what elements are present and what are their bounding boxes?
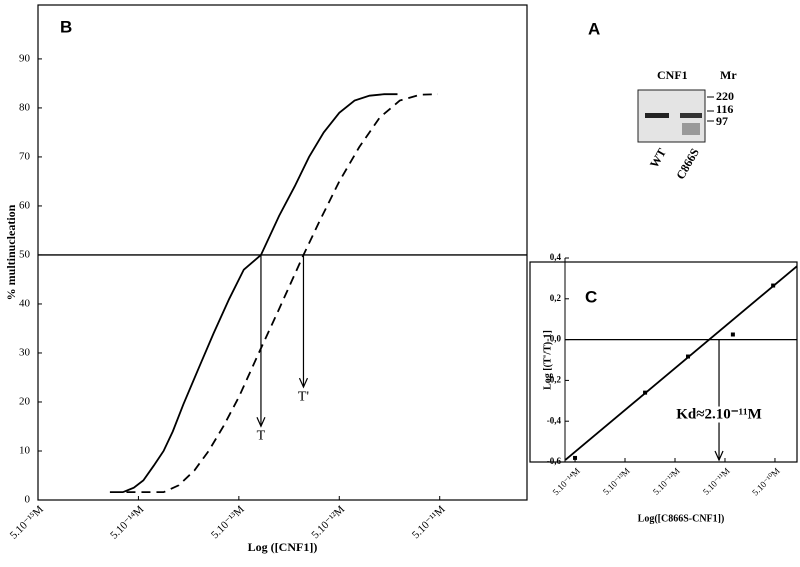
curve [109, 93, 398, 494]
x-tick-label: 5.10⁻¹³M [209, 503, 247, 541]
y-axis-label: % multinucleation [4, 204, 18, 300]
marker-label: 220 [716, 89, 734, 103]
y-tick-label: -0,6 [547, 456, 562, 466]
point [685, 354, 690, 359]
y-tick-label: 0,0 [550, 334, 562, 344]
annotation-bg [674, 406, 764, 423]
y-tick-label: 30 [19, 347, 31, 359]
x-axis-label: Log ([CNF1]) [248, 540, 318, 554]
point [573, 455, 578, 460]
x-tick-label: 5.10⁻¹¹M [410, 503, 448, 541]
y-tick-label: -0,4 [547, 415, 562, 425]
x-tick-label: 5.10⁻¹²M [309, 503, 347, 541]
annotation: Kd≈2.10⁻¹¹M [676, 407, 762, 423]
y-tick-label: 70 [19, 150, 31, 162]
y-tick-label: 80 [19, 101, 31, 113]
x-tick-label: 5.10⁻¹²M [651, 466, 682, 497]
x-tick-label: 5.10⁻¹⁴M [108, 503, 146, 541]
fit-line [564, 265, 798, 461]
x-tick-label: 5.10⁻¹¹M [701, 466, 732, 497]
arrow-head [298, 377, 309, 389]
gel-panel: A CNF1 Mr 220 116 97 WT C866S [588, 19, 737, 181]
arrow-head [256, 417, 266, 428]
mr-label: Mr [720, 68, 737, 82]
y-tick-label: 0,4 [550, 252, 562, 262]
panel-label: C [585, 287, 597, 306]
arrow-head [714, 450, 724, 462]
y-tick-label: 0 [25, 494, 31, 506]
x-tick-label: 5.10⁻¹⁰M [750, 466, 782, 498]
curve [126, 93, 438, 494]
chart-panel: B % multinucleation Log ([CNF1]) 0 10 20 30 40 5… [4, 4, 528, 554]
annotation: T' [298, 389, 309, 404]
smear [682, 123, 700, 135]
panel-label: B [60, 17, 72, 36]
plot-frame [529, 261, 798, 463]
band [680, 113, 702, 118]
y-tick-label: 0,2 [550, 293, 562, 303]
x-tick-label: 5.10⁻¹⁵M [8, 503, 46, 541]
chart-panel: C Log [(T'/T)-1] Log([C866S-CNF1]) 0,4 0,2 0,… [529, 252, 798, 524]
lane-label: C866S [673, 146, 702, 182]
annotation: T [257, 429, 266, 444]
point [643, 390, 648, 395]
marker-label: 97 [716, 114, 728, 128]
y-tick-label: 60 [19, 199, 31, 211]
y-tick-label: 20 [19, 396, 31, 408]
plot-frame [37, 4, 528, 501]
y-tick-label: 40 [19, 297, 31, 309]
point [771, 283, 776, 288]
band [645, 113, 669, 118]
gel-title: CNF1 [657, 68, 688, 82]
y-tick-label: -0,2 [547, 374, 562, 384]
x-axis-label: Log([C866S-CNF1]) [638, 513, 725, 524]
y-tick-label: 90 [19, 52, 31, 64]
y-tick-label: 50 [19, 248, 31, 260]
y-axis-label: Log [(T'/T)-1] [542, 330, 553, 390]
panel-label: A [588, 19, 600, 38]
marker-label: 116 [716, 102, 733, 116]
point [730, 332, 735, 337]
x-tick-label: 5.10⁻¹³M [601, 466, 632, 497]
lane-label: WT [647, 146, 669, 170]
y-tick-label: 10 [19, 445, 31, 457]
x-tick-label: 5.10⁻¹⁴M [551, 466, 582, 497]
